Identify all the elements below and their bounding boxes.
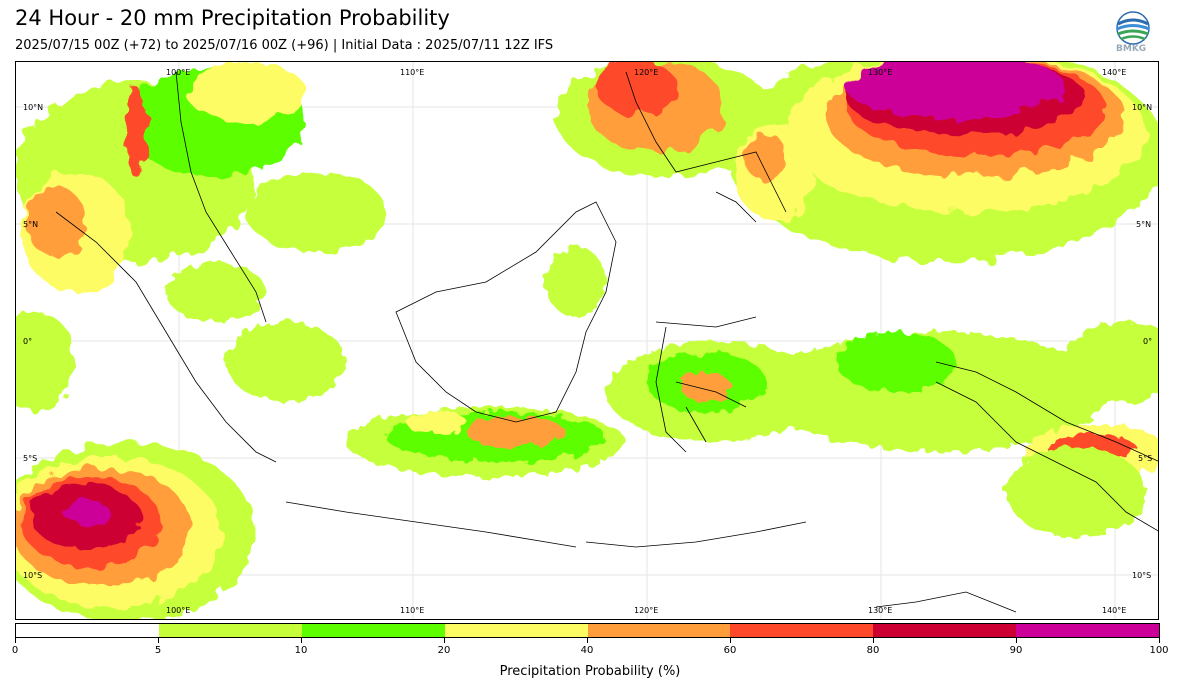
colorbar-label: 10 [294,645,308,656]
coastlines [55,71,1158,613]
map-title: 24 Hour - 20 mm Precipitation Probabilit… [15,6,450,30]
map-subtitle: 2025/07/15 00Z (+72) to 2025/07/16 00Z (… [15,38,554,53]
lat-label: 10°N [23,103,43,112]
lat-label: 10°S [23,571,42,580]
precip-field-central [166,247,1158,537]
precipitation-map: 100°E 110°E 120°E 130°E 140°E 100°E 110°… [15,61,1159,620]
colorbar-tick [730,638,731,643]
lon-label: 140°E [1102,68,1126,77]
lat-label: 10°S [1132,571,1151,580]
colorbar-label: 100 [1149,645,1169,656]
lon-label: 110°E [400,606,424,615]
colorbar-tick [15,638,16,643]
precip-field [16,62,1158,619]
lon-label: 100°E [166,68,190,77]
bmkg-logo-icon [1116,11,1150,45]
colorbar-label: 0 [11,645,19,656]
colorbar-tick [873,638,874,643]
lat-label: 10°N [1132,103,1152,112]
map-canvas: 100°E 110°E 120°E 130°E 140°E 100°E 110°… [16,62,1158,619]
colorbar-label: 60 [723,645,737,656]
colorbar-segment [587,624,731,637]
lon-label: 120°E [634,606,658,615]
colorbar-segment [16,624,159,637]
logo-text: BMKG [1116,44,1147,54]
colorbar-segment [158,624,302,637]
lon-label: 130°E [868,606,892,615]
lon-label: 140°E [1102,606,1126,615]
lon-label: 130°E [868,68,892,77]
lon-labels-bottom: 100°E 110°E 120°E 130°E 140°E [166,606,1126,615]
colorbar-tick [444,638,445,643]
lat-label: 0° [1143,337,1152,346]
colorbar [15,623,1160,638]
colorbar-label: 90 [1009,645,1023,656]
colorbar-tick [587,638,588,643]
lat-label: 5°N [23,220,38,229]
colorbar-tick [158,638,159,643]
lon-label: 100°E [166,606,190,615]
colorbar-segment [730,624,874,637]
lat-label: 5°N [1136,220,1151,229]
colorbar-tick [1159,638,1160,643]
lon-label: 120°E [634,68,658,77]
colorbar-segment [1016,624,1159,637]
lon-label: 110°E [400,68,424,77]
colorbar-title: Precipitation Probability (%) [499,664,681,679]
colorbar-label: 80 [866,645,880,656]
colorbar-label: 40 [580,645,594,656]
lat-label: 5°S [1138,454,1152,463]
colorbar-tick [301,638,302,643]
lat-label: 0° [23,337,32,346]
lat-label: 5°S [23,454,37,463]
colorbar-tick [1016,638,1017,643]
colorbar-label: 20 [437,645,451,656]
colorbar-segment [444,624,588,637]
lat-labels-right: 10°N 5°N 0° 5°S 10°S [1132,103,1152,580]
colorbar-segment [873,624,1017,637]
lon-labels-top: 100°E 110°E 120°E 130°E 140°E [166,68,1126,77]
colorbar-label: 5 [154,645,162,656]
lat-labels-left: 10°N 5°N 0° 5°S 10°S [23,103,43,580]
colorbar-segment [301,624,445,637]
